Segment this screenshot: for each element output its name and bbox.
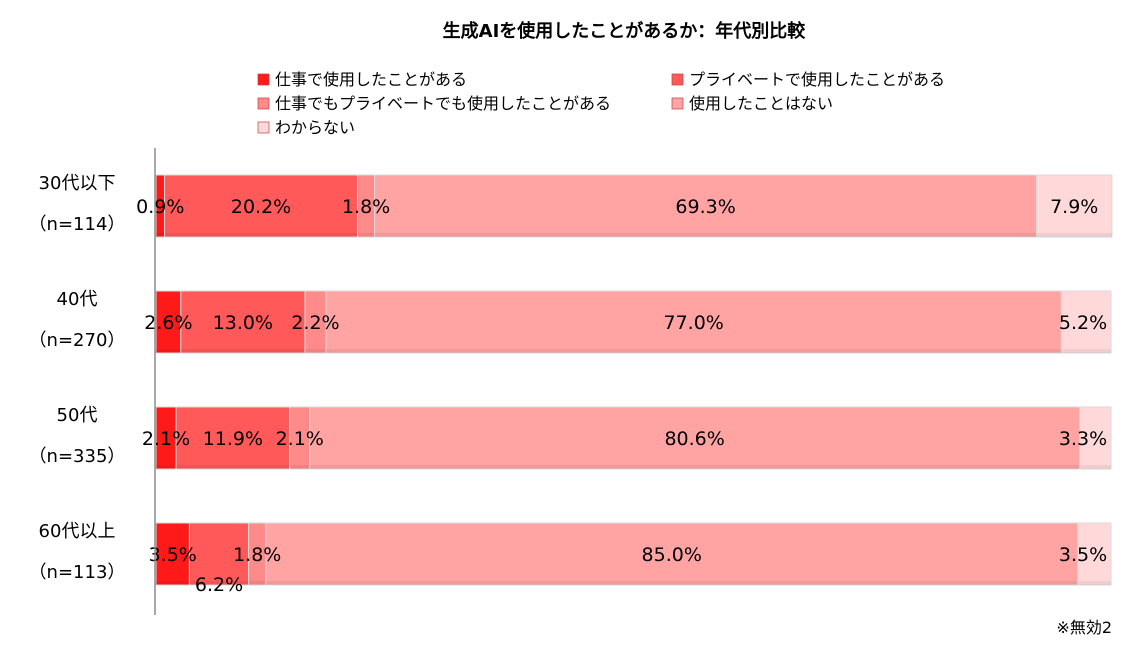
bar-segment-shade — [325, 349, 1062, 353]
bar-segment-shade — [1061, 349, 1111, 353]
invalid-count-note: ※無効2 — [1056, 618, 1112, 637]
bar-segment — [180, 290, 306, 354]
bar-segment-shade — [156, 465, 177, 469]
legend-label: プライベートで使用したことがある — [689, 70, 945, 89]
legend-swatch — [671, 97, 684, 110]
category-label: 60代以上 — [39, 521, 116, 542]
bar-segment — [175, 406, 291, 470]
bar-segment-shade — [156, 233, 165, 237]
bar-segment-shade — [1079, 465, 1111, 469]
bar-segment — [155, 290, 182, 354]
category-label: 50代 — [57, 405, 98, 426]
data-label: 80.6% — [664, 428, 724, 450]
data-label: 2.6% — [144, 312, 192, 334]
data-label: 77.0% — [663, 312, 723, 334]
data-label: 13.0% — [213, 312, 273, 334]
data-label: 1.8% — [342, 196, 390, 218]
legend-swatch — [257, 73, 270, 86]
bar-segment — [309, 406, 1080, 470]
data-label: 2.1% — [142, 428, 190, 450]
bar-segment-shade — [1077, 581, 1111, 585]
bar-segment-shade — [248, 581, 266, 585]
legend-label: 仕事で使用したことがある — [275, 70, 467, 89]
value-labels: 0.9% 20.2% 1.8% 69.3% 7.9% 2.6% 13.0% 2.2% 77.0%… — [136, 196, 1107, 596]
category-label: 40代 — [57, 289, 98, 310]
bar-segment-shade — [289, 465, 310, 469]
chart-title: 生成AIを使用したことがあるか：年代別比較 — [443, 20, 807, 42]
category-n-label: （n=270） — [29, 330, 126, 351]
data-label: 0.9% — [136, 196, 184, 218]
bar-segment — [265, 522, 1079, 586]
bar-segment-shade — [265, 581, 1078, 585]
category-axis-labels: 30代以下 （n=114） 40代 （n=270） 50代 （n=335） 60代以上 （n=… — [29, 173, 126, 583]
data-label: 3.3% — [1059, 428, 1107, 450]
bar-segment-shade — [156, 581, 190, 585]
data-label: 6.2% — [195, 574, 243, 596]
category-n-label: （n=335） — [29, 446, 126, 467]
bar-segment — [1078, 406, 1112, 470]
bar-segment-shade — [176, 465, 290, 469]
bar-segment-shade — [180, 349, 305, 353]
bar-segment — [325, 290, 1062, 354]
legend-label: 仕事でもプライベートでも使用したことがある — [275, 94, 611, 113]
bar-segment — [1036, 174, 1113, 238]
legend-label: 使用したことはない — [689, 94, 833, 113]
legend-label: わからない — [275, 118, 355, 137]
legend-swatch — [257, 121, 270, 134]
bars — [155, 174, 1113, 586]
category-label: 30代以下 — [39, 173, 116, 194]
category-n-label: （n=114） — [29, 214, 126, 235]
bar-segment — [155, 522, 190, 586]
legend: 仕事で使用したことがある プライベートで使用したことがある仕事でもプライベートでも… — [257, 70, 945, 137]
category-n-label: （n=113） — [29, 562, 126, 583]
bar-segment-shade — [164, 233, 358, 237]
data-label: 11.9% — [203, 428, 263, 450]
bar-segment-shade — [374, 233, 1037, 237]
legend-swatch — [257, 97, 270, 110]
bar-segment-shade — [1036, 233, 1112, 237]
data-label: 69.3% — [675, 196, 735, 218]
data-label: 2.2% — [291, 312, 339, 334]
data-label: 7.9% — [1050, 196, 1098, 218]
data-label: 3.5% — [1059, 544, 1107, 566]
legend-swatch — [671, 73, 684, 86]
bar-segment — [1077, 522, 1112, 586]
data-label: 85.0% — [642, 544, 702, 566]
bar-segment-shade — [304, 349, 326, 353]
bar-segment-shade — [357, 233, 375, 237]
data-label: 1.8% — [233, 544, 281, 566]
data-label: 3.5% — [149, 544, 197, 566]
bar-segment-shade — [309, 465, 1080, 469]
bar-segment-shade — [189, 581, 249, 585]
data-label: 20.2% — [231, 196, 291, 218]
bar-segment — [1060, 290, 1112, 354]
bar-segment-shade — [156, 349, 181, 353]
data-label: 2.1% — [276, 428, 324, 450]
data-label: 5.2% — [1059, 312, 1107, 334]
